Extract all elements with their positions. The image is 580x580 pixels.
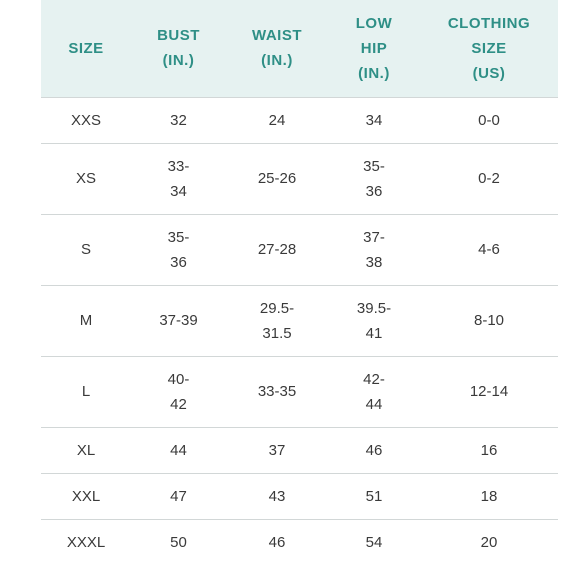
cell-waist: 37 [268, 441, 286, 459]
cell-bust: 50 [170, 534, 187, 552]
cell-waist: 29.5- 31.5 [259, 299, 295, 342]
cell-clothing-size: 8-10 [473, 312, 505, 329]
cell-size: XXL [71, 487, 101, 505]
cell-low-hip: 46 [365, 441, 383, 459]
cell-clothing-size: 16 [480, 441, 498, 459]
cell-size: S [80, 241, 91, 258]
cell-size: XXXL [66, 534, 106, 552]
table-header: SIZE BUST (IN.) WAIST (IN.) LOW HIP (IN.… [41, 0, 558, 97]
cell-low-hip: 54 [365, 534, 383, 552]
cell-clothing-size: 0-2 [478, 170, 500, 187]
cell-bust: 33- 34 [167, 157, 190, 200]
cell-size: XS [75, 170, 96, 187]
table-row: S 35- 36 27-28 37- 38 4-6 [41, 214, 558, 285]
table-row: M 37-39 29.5- 31.5 39.5- 41 8-10 [41, 285, 558, 356]
header-bust: BUST (IN.) [157, 27, 200, 70]
cell-low-hip: 51 [365, 487, 383, 505]
table-row: XXS 32 24 34 0-0 [41, 97, 558, 143]
header-clothing-size: CLOTHING SIZE (US) [447, 14, 531, 82]
cell-low-hip: 39.5- 41 [356, 299, 392, 342]
cell-clothing-size: 4-6 [478, 241, 500, 258]
table-row: XL 44 37 46 16 [41, 427, 558, 473]
header-size: SIZE [68, 39, 104, 57]
table-row: XXXL 50 46 54 20 [41, 519, 558, 566]
cell-bust: 37-39 [159, 312, 198, 329]
cell-waist: 43 [268, 487, 286, 505]
cell-waist: 27-28 [257, 241, 297, 258]
cell-bust: 47 [170, 487, 187, 505]
cell-size: XXS [70, 111, 101, 129]
cell-low-hip: 34 [365, 111, 383, 129]
cell-bust: 44 [170, 441, 187, 459]
cell-bust: 40- 42 [167, 370, 190, 413]
cell-clothing-size: 20 [480, 534, 498, 552]
cell-low-hip: 35- 36 [363, 157, 385, 200]
table-row: L 40- 42 33-35 42- 44 12-14 [41, 356, 558, 427]
cell-clothing-size: 0-0 [478, 111, 500, 129]
cell-size: L [81, 383, 91, 400]
header-row: SIZE BUST (IN.) WAIST (IN.) LOW HIP (IN.… [41, 0, 558, 97]
cell-clothing-size: 12-14 [469, 383, 509, 400]
header-waist: WAIST (IN.) [252, 27, 302, 70]
header-low-hip: LOW HIP (IN.) [355, 14, 393, 82]
cell-low-hip: 37- 38 [363, 228, 385, 271]
table-body: XXS 32 24 34 0-0 XS 33- 34 25-26 35- 36 … [41, 97, 558, 566]
cell-clothing-size: 18 [480, 487, 498, 505]
cell-waist: 46 [268, 534, 286, 552]
cell-bust: 32 [170, 111, 187, 129]
cell-size: XL [76, 441, 96, 459]
cell-low-hip: 42- 44 [363, 370, 385, 413]
table-row: XXL 47 43 51 18 [41, 473, 558, 519]
cell-waist: 24 [268, 111, 286, 129]
size-chart-table: SIZE BUST (IN.) WAIST (IN.) LOW HIP (IN.… [41, 0, 558, 566]
cell-waist: 33-35 [257, 383, 297, 400]
cell-bust: 35- 36 [167, 228, 190, 271]
table-row: XS 33- 34 25-26 35- 36 0-2 [41, 143, 558, 214]
cell-size: M [79, 312, 93, 329]
cell-waist: 25-26 [257, 170, 297, 187]
